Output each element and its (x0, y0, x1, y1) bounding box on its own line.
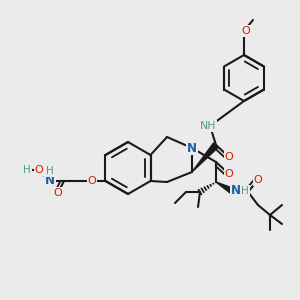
Text: NH: NH (200, 121, 216, 131)
Text: N: N (187, 142, 197, 154)
Text: O: O (225, 169, 233, 179)
Text: O: O (88, 176, 96, 186)
Polygon shape (216, 182, 236, 195)
Text: N: N (231, 184, 241, 197)
Polygon shape (192, 143, 218, 172)
Text: O: O (225, 152, 233, 162)
Text: O: O (34, 165, 43, 175)
Text: H: H (23, 165, 31, 175)
Text: O: O (242, 26, 250, 36)
Text: H: H (241, 186, 249, 196)
Text: N: N (45, 173, 55, 187)
Text: O: O (254, 175, 262, 185)
Text: O: O (54, 188, 62, 198)
Text: H: H (46, 166, 54, 176)
